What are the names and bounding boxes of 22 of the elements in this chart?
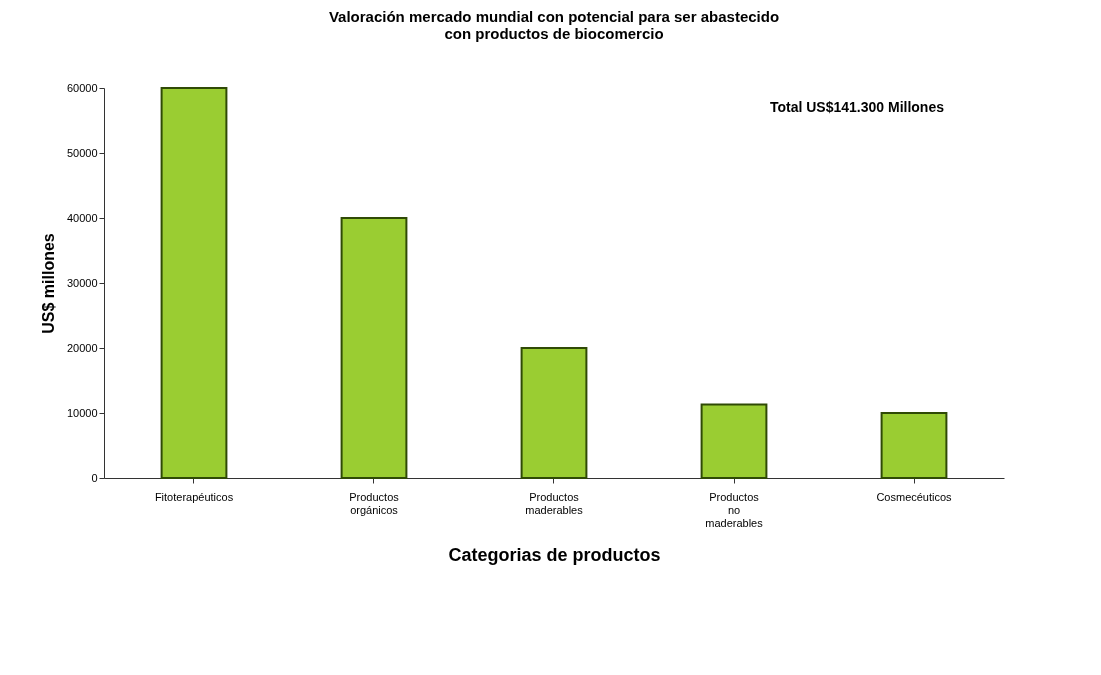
- bar: [700, 403, 768, 479]
- y-tick-label: 10000: [66, 406, 98, 419]
- y-axis-title: US$ millones: [39, 233, 57, 334]
- x-tick-label: Cosmecéuticos: [876, 490, 953, 503]
- y-tick-label: 30000: [66, 276, 98, 289]
- x-tick-label: Productos maderables: [525, 490, 584, 516]
- bar: [880, 412, 948, 479]
- annotation: Total US$141.300 Millones: [769, 99, 945, 115]
- y-tick-label: 40000: [66, 211, 98, 224]
- y-tick-label: 60000: [66, 81, 98, 94]
- y-tick-label: 50000: [66, 146, 98, 159]
- y-tick-label: 20000: [66, 341, 98, 354]
- x-axis-title: Categorias de productos: [448, 544, 661, 565]
- text: con productos de biocomercio: [444, 25, 664, 42]
- bar: [520, 347, 588, 479]
- text: Valoración mercado mundial con potencial para ser abastecido: [328, 8, 780, 25]
- x-tick-label: Productos no maderables: [705, 490, 764, 529]
- bar: [340, 217, 408, 479]
- y-tick-label: 0: [91, 471, 98, 484]
- bar: [160, 87, 228, 479]
- x-tick-label: Productos orgánicos: [349, 490, 400, 516]
- x-tick-label: Fitoterapéuticos: [154, 490, 234, 503]
